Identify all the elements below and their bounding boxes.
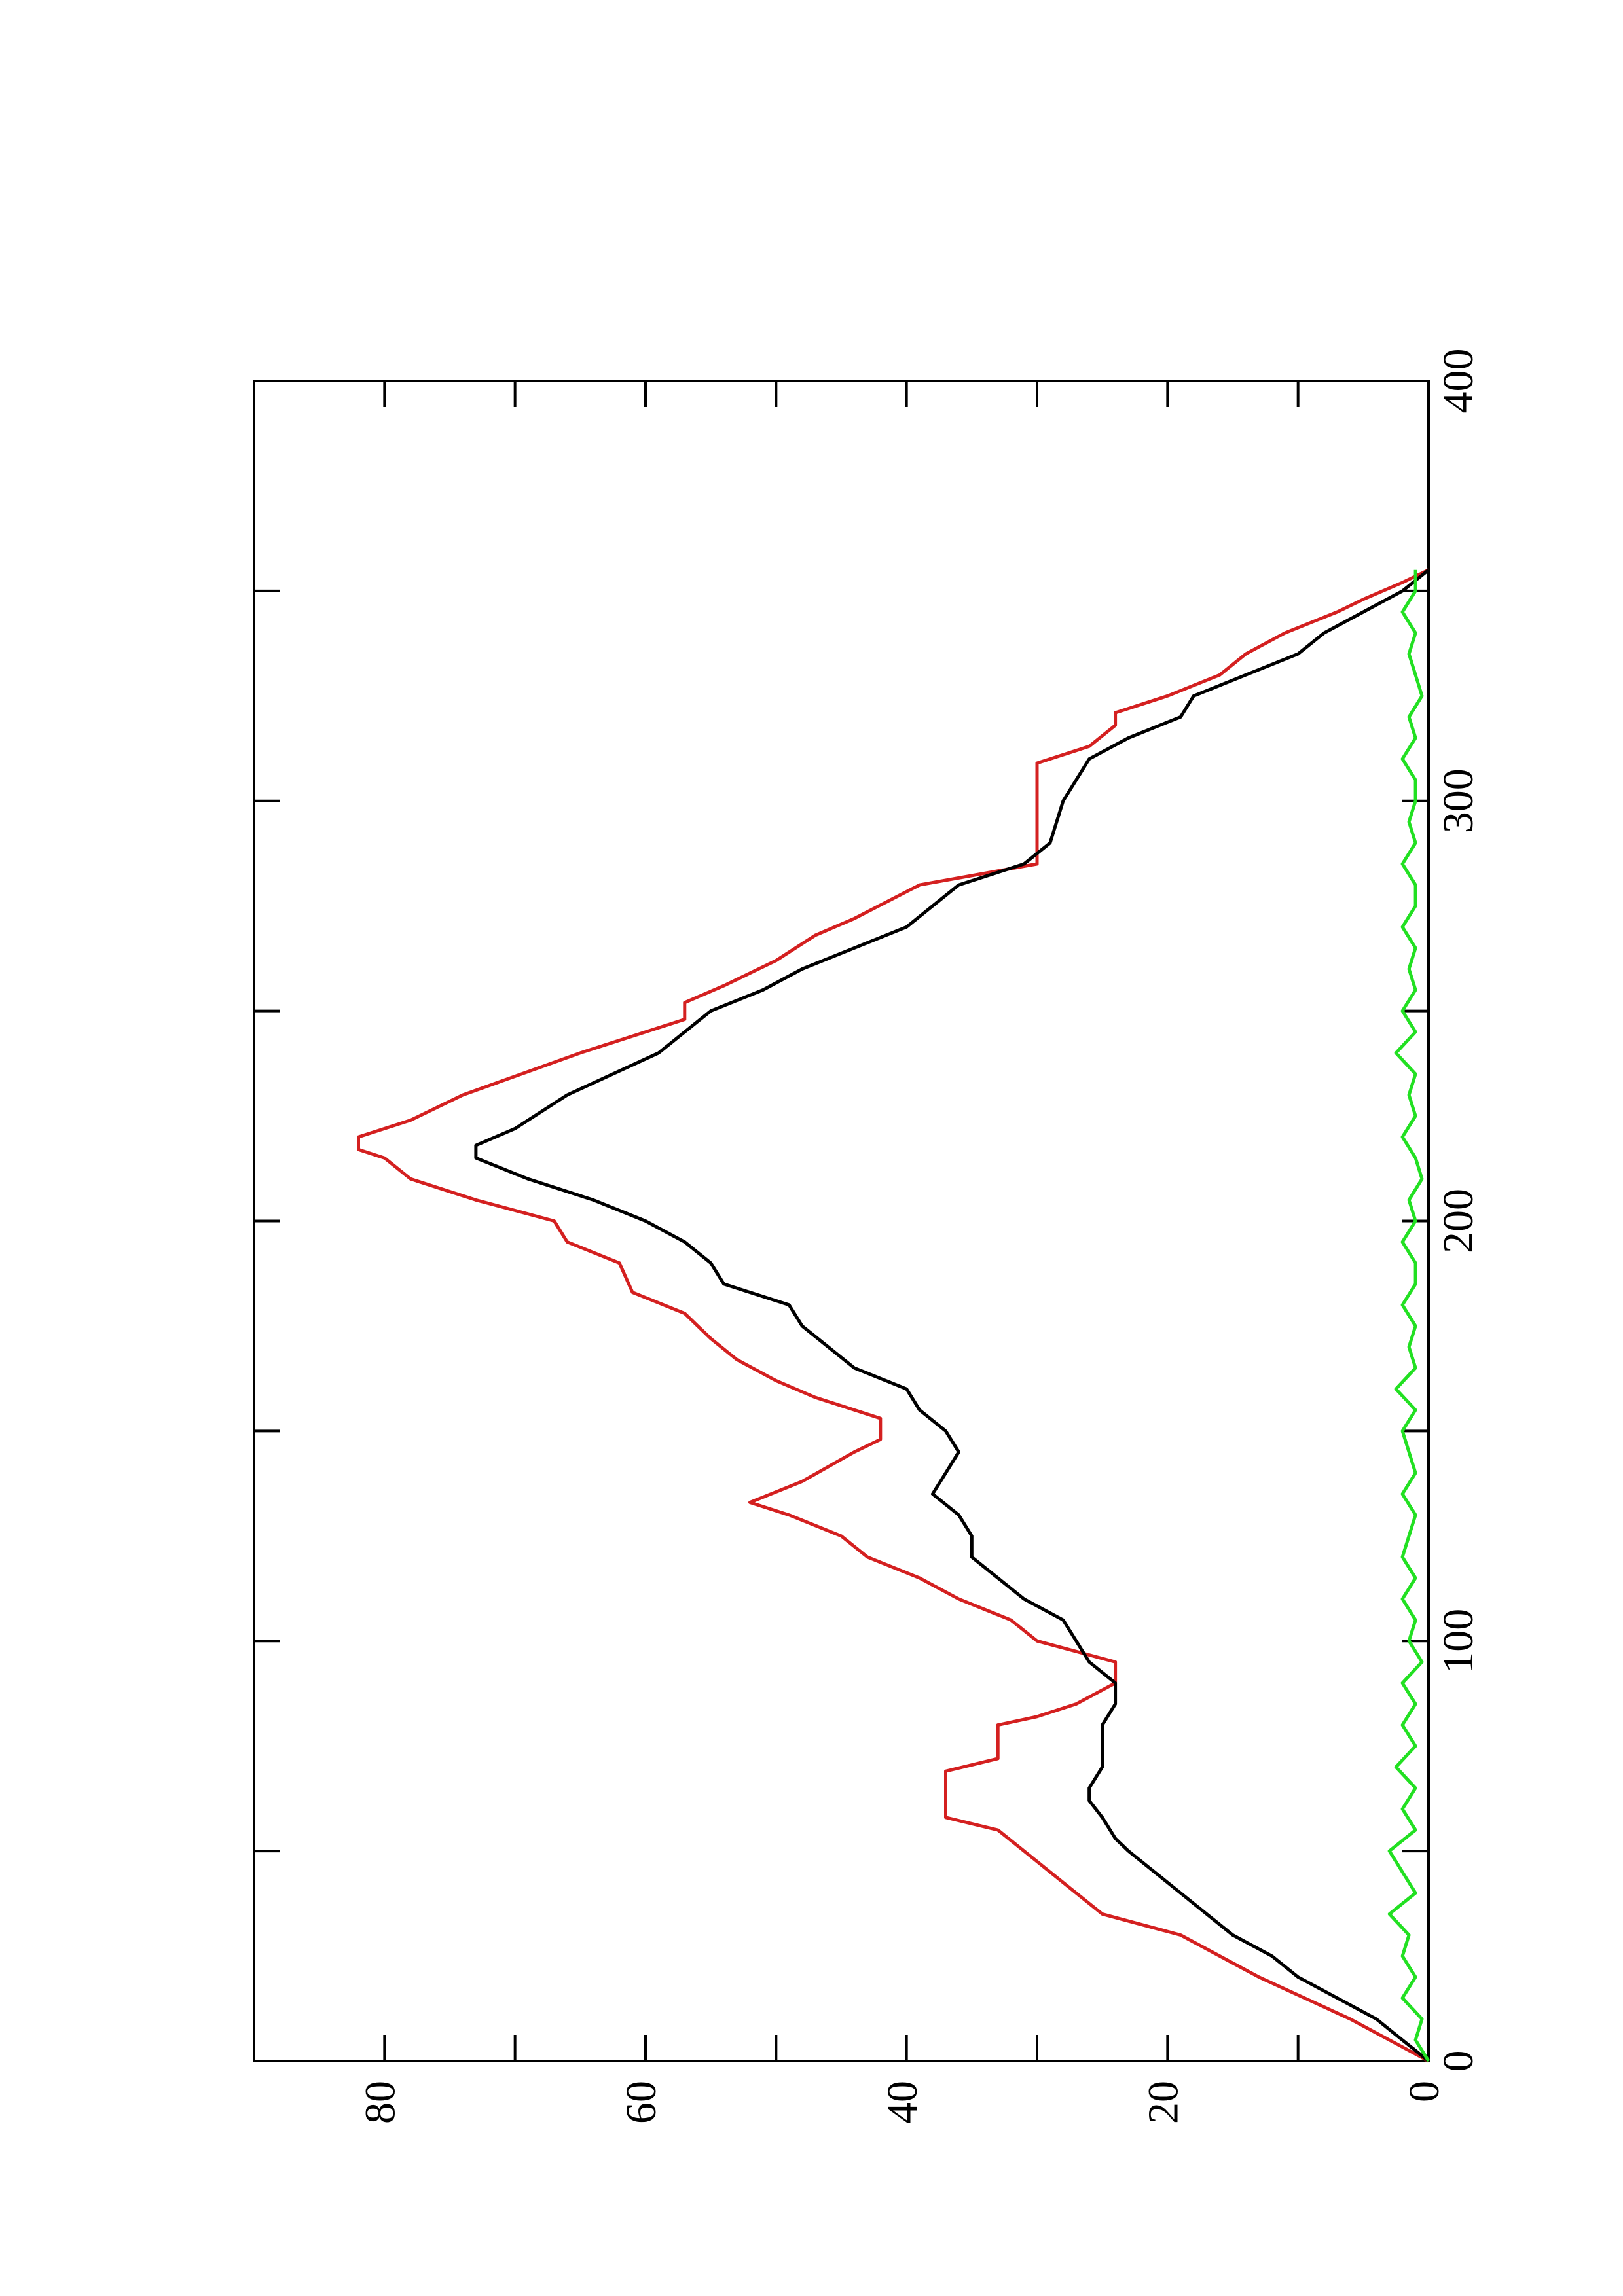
data-line bbox=[357, 568, 1430, 2063]
y-tick-label: 0 bbox=[1400, 2081, 1448, 2102]
y-tick-label: 60 bbox=[617, 2081, 665, 2124]
y-tick-label: 80 bbox=[356, 2081, 404, 2124]
data-line bbox=[474, 568, 1430, 2062]
x-tick-label: 300 bbox=[1434, 768, 1482, 833]
x-tick-label: 400 bbox=[1434, 349, 1482, 414]
rotated-chart: 0 100 200 300 400 0 20 40 60 80 bbox=[253, 349, 1482, 2124]
x-tick-label: 0 bbox=[1434, 2051, 1482, 2072]
plot-frame bbox=[253, 380, 1430, 2062]
x-tick-label: 100 bbox=[1434, 1609, 1482, 1674]
x-tick-label: 200 bbox=[1434, 1189, 1482, 1253]
data-line bbox=[1387, 569, 1431, 2062]
y-tick-label: 20 bbox=[1139, 2081, 1187, 2124]
y-tick-label: 40 bbox=[879, 2081, 926, 2124]
